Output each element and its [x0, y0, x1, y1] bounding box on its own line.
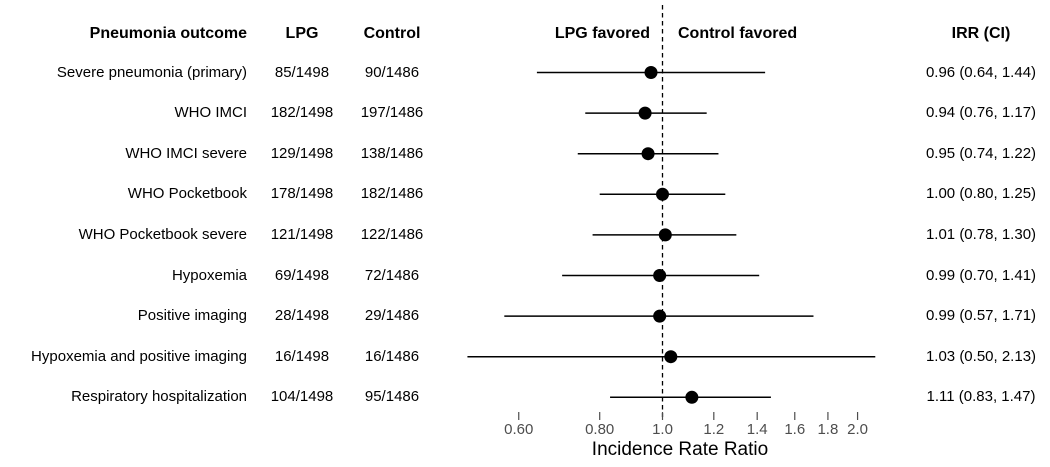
- point-estimate: [664, 350, 678, 364]
- x-axis-tick-label: 1.4: [746, 421, 768, 438]
- table-row: WHO IMCI severe 129/1498 138/1486 0.95 (0.7…: [0, 143, 1050, 165]
- control-value: 16/1486: [364, 347, 420, 365]
- outcome-label: Hypoxemia: [171, 266, 247, 284]
- lpg-value: 85/1498: [274, 63, 330, 81]
- point-estimate: [658, 228, 672, 242]
- lpg-value: 121/1498: [270, 225, 334, 243]
- table-row: WHO IMCI 182/1498 197/1486 0.94 (0.76, 1.17…: [0, 102, 1050, 124]
- point-estimate: [638, 106, 652, 120]
- point-estimate: [685, 390, 699, 404]
- x-axis-tick-label: 1.8: [817, 421, 839, 438]
- irr-ci-value: 0.99 (0.57, 1.71): [925, 307, 1037, 325]
- irr-ci-value: 1.11 (0.83, 1.47): [926, 388, 1036, 406]
- x-axis-tick-label: 1.0: [652, 421, 673, 438]
- irr-ci-value: 1.00 (0.80, 1.25): [925, 185, 1037, 203]
- table-row: Positive imaging 28/1498 29/1486 0.99 (0.57…: [0, 305, 1050, 327]
- irr-ci-value: 0.99 (0.70, 1.41): [925, 266, 1037, 284]
- x-axis-tick-label: 2.0: [847, 421, 868, 438]
- lpg-value: 69/1498: [274, 266, 330, 284]
- table-row: WHO Pocketbook 178/1498 182/1486 1.00 (0.80…: [0, 183, 1050, 205]
- table-row: WHO Pocketbook severe 121/1498 122/1486 1.0…: [0, 224, 1050, 246]
- irr-ci-value: 0.94 (0.76, 1.17): [925, 104, 1037, 122]
- outcome-label: Hypoxemia and positive imaging: [31, 347, 247, 365]
- column-header-control: Control: [363, 25, 421, 42]
- outcome-label: WHO IMCI severe: [125, 144, 247, 162]
- control-value: 29/1486: [364, 307, 420, 325]
- outcome-label: WHO Pocketbook: [127, 185, 247, 203]
- table-row: Respiratory hospitalization 104/1498 95/14…: [0, 386, 1050, 408]
- lpg-value: 104/1498: [270, 388, 334, 406]
- x-axis-tick-label: 0.60: [504, 421, 534, 438]
- irr-ci-value: 1.03 (0.50, 2.13): [925, 347, 1037, 365]
- label-control-favored: Control favored: [678, 25, 798, 42]
- lpg-value: 182/1498: [270, 104, 334, 122]
- table-row: Hypoxemia and positive imaging 16/1498 16/…: [0, 346, 1050, 368]
- label-lpg-favored: LPG favored: [554, 25, 650, 42]
- lpg-value: 129/1498: [270, 144, 334, 162]
- lpg-value: 178/1498: [270, 185, 334, 203]
- irr-ci-value: 1.01 (0.78, 1.30): [925, 225, 1037, 243]
- outcome-label: WHO Pocketbook severe: [78, 225, 247, 243]
- outcome-label: Positive imaging: [137, 307, 247, 325]
- column-header-outcome: Pneumonia outcome: [89, 25, 247, 42]
- control-value: 72/1486: [364, 266, 420, 284]
- x-axis-tick-label: 1.2: [703, 421, 725, 438]
- outcome-label: Severe pneumonia (primary): [56, 63, 247, 81]
- x-axis-tick-label: 1.6: [784, 421, 806, 438]
- control-value: 197/1486: [360, 104, 424, 122]
- table-row: Severe pneumonia (primary) 85/1498 90/1486…: [0, 62, 1050, 84]
- x-axis-label: Incidence Rate Ratio: [591, 439, 769, 460]
- point-estimate: [653, 269, 667, 282]
- x-axis-tick-label: 0.80: [585, 421, 615, 438]
- point-estimate: [644, 66, 658, 79]
- outcome-label: Respiratory hospitalization: [71, 388, 247, 406]
- table-row: Hypoxemia 69/1498 72/1486 0.99 (0.70, 1.41): [0, 265, 1050, 287]
- control-value: 122/1486: [360, 225, 424, 243]
- control-value: 95/1486: [364, 388, 420, 406]
- lpg-value: 28/1498: [274, 307, 330, 325]
- irr-ci-value: 0.96 (0.64, 1.44): [925, 63, 1037, 81]
- column-header-irr-ci: IRR (CI): [951, 25, 1011, 42]
- control-value: 138/1486: [360, 144, 424, 162]
- point-estimate: [641, 147, 655, 161]
- point-estimate: [653, 309, 667, 323]
- lpg-value: 16/1498: [274, 347, 330, 365]
- outcome-label: WHO IMCI: [174, 104, 248, 122]
- control-value: 90/1486: [364, 63, 420, 81]
- column-header-lpg: LPG: [285, 25, 319, 42]
- control-value: 182/1486: [360, 185, 424, 203]
- irr-ci-value: 0.95 (0.74, 1.22): [925, 144, 1037, 162]
- point-estimate: [656, 187, 669, 201]
